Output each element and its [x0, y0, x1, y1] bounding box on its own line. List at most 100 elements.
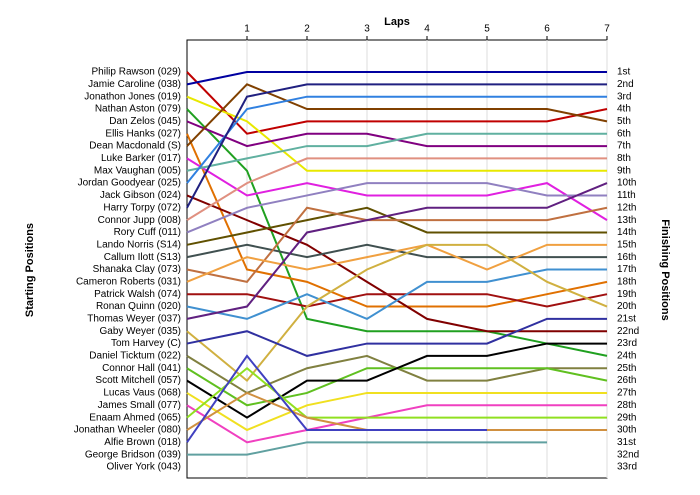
finishing-label: 25th: [617, 363, 636, 374]
starting-label: Callum Ilott (S13): [104, 252, 181, 263]
finishing-label: 31st: [617, 437, 636, 448]
series-line: [186, 71, 607, 86]
finishing-label: 1st: [617, 67, 631, 78]
x-tick-label: 4: [424, 24, 430, 35]
starting-label: Oliver York (043): [107, 462, 181, 473]
finishing-label: 6th: [617, 128, 631, 139]
series-line: [186, 132, 607, 172]
x-tick-label: 5: [484, 24, 490, 35]
series-line: [186, 243, 607, 283]
starting-label: Patrick Walsh (074): [94, 289, 181, 300]
x-tick-label: 1: [244, 24, 250, 35]
starting-label: Philip Rawson (029): [92, 67, 182, 78]
finishing-label: 17th: [617, 264, 636, 275]
finishing-label: 16th: [617, 252, 636, 263]
starting-label: Connor Jupp (008): [98, 215, 181, 226]
starting-label: Nathan Aston (079): [95, 104, 181, 115]
finishing-label: 26th: [617, 375, 636, 386]
starting-label: Ronan Quinn (020): [96, 301, 181, 312]
starting-label: Alfie Brown (018): [104, 437, 181, 448]
finishing-label: 2nd: [617, 79, 634, 90]
finishing-label: 27th: [617, 388, 636, 399]
series-line: [186, 83, 608, 147]
finishing-label: 19th: [617, 289, 636, 300]
x-tick-label: 2: [304, 24, 310, 35]
series-line: [186, 182, 607, 234]
finishing-label: 5th: [617, 116, 631, 127]
starting-label: Luke Barker (017): [101, 153, 181, 164]
x-tick-label: 3: [364, 24, 370, 35]
y2-axis-title: Finishing Positions: [659, 219, 671, 320]
finishing-label: 4th: [617, 104, 631, 115]
finishing-label: 33rd: [617, 462, 637, 473]
starting-label: Jonathon Jones (019): [84, 91, 181, 102]
series-line: [186, 404, 607, 444]
starting-label: George Bridson (039): [85, 449, 181, 460]
finishing-label: 20th: [617, 301, 636, 312]
series-line: [186, 268, 607, 320]
starting-label: Harry Torpy (072): [103, 202, 181, 213]
x-tick-label: 6: [544, 24, 550, 35]
starting-label: Enaam Ahmed (065): [89, 412, 181, 423]
finishing-label: 30th: [617, 425, 636, 436]
finishing-label: 32nd: [617, 449, 639, 460]
series-line: [186, 206, 608, 283]
chart-title: Laps: [384, 16, 410, 28]
series-line: [186, 71, 608, 135]
starting-label: Shanaka Clay (073): [93, 264, 181, 275]
finishing-label: 14th: [617, 227, 636, 238]
series-line: [186, 95, 607, 172]
finishing-label: 13th: [617, 215, 636, 226]
finishing-label: 24th: [617, 351, 636, 362]
starting-label: Thomas Weyer (037): [87, 314, 181, 325]
starting-label: Dan Zelos (045): [109, 116, 181, 127]
starting-label: Jordan Goodyear (025): [78, 178, 181, 189]
y-axis-title: Starting Positions: [24, 223, 36, 317]
x-tick-label: 7: [604, 24, 610, 35]
series-line: [187, 441, 547, 456]
series-line: [186, 95, 607, 184]
starting-label: Jamie Caroline (038): [88, 79, 181, 90]
series-line: [186, 133, 608, 308]
series-line: [186, 157, 607, 221]
finishing-label: 3rd: [617, 91, 631, 102]
series-line: [186, 108, 608, 357]
starting-label: Lando Norris (S14): [97, 239, 181, 250]
finishing-label: 9th: [617, 165, 631, 176]
series-line: [186, 354, 487, 443]
starting-label: Lucas Vaus (068): [103, 388, 181, 399]
series-line: [186, 182, 608, 320]
starting-label: Cameron Roberts (031): [76, 276, 181, 287]
starting-label: Max Vaughan (005): [94, 165, 181, 176]
finishing-label: 15th: [617, 239, 636, 250]
finishing-label: 10th: [617, 178, 636, 189]
starting-label: Dean Macdonald (S): [89, 141, 181, 152]
starting-label: Daniel Ticktum (022): [89, 351, 181, 362]
starting-label: Jonathan Wheeler (080): [74, 425, 181, 436]
series-line: [187, 293, 608, 308]
finishing-label: 28th: [617, 400, 636, 411]
starting-label: Connor Hall (041): [102, 363, 181, 374]
finishing-label: 22nd: [617, 326, 639, 337]
finishing-label: 18th: [617, 276, 636, 287]
finishing-label: 12th: [617, 202, 636, 213]
series-line: [186, 157, 608, 221]
finishing-label: 23rd: [617, 338, 637, 349]
starting-label: Tom Harvey (C): [111, 338, 181, 349]
finishing-label: 11th: [617, 190, 636, 201]
series-line: [186, 366, 607, 419]
starting-label: Jack Gibson (024): [100, 190, 181, 201]
series-line: [186, 391, 607, 432]
series-line: [186, 317, 607, 357]
series-line: [186, 342, 607, 419]
finishing-label: 21st: [617, 314, 636, 325]
starting-label: Ellis Hanks (027): [105, 128, 181, 139]
starting-label: Scott Mitchell (057): [95, 375, 181, 386]
starting-label: Gaby Weyer (035): [99, 326, 181, 337]
finishing-label: 8th: [617, 153, 631, 164]
finishing-label: 29th: [617, 412, 636, 423]
series-line: [186, 83, 607, 209]
starting-label: James Small (077): [98, 400, 181, 411]
finishing-label: 7th: [617, 141, 631, 152]
